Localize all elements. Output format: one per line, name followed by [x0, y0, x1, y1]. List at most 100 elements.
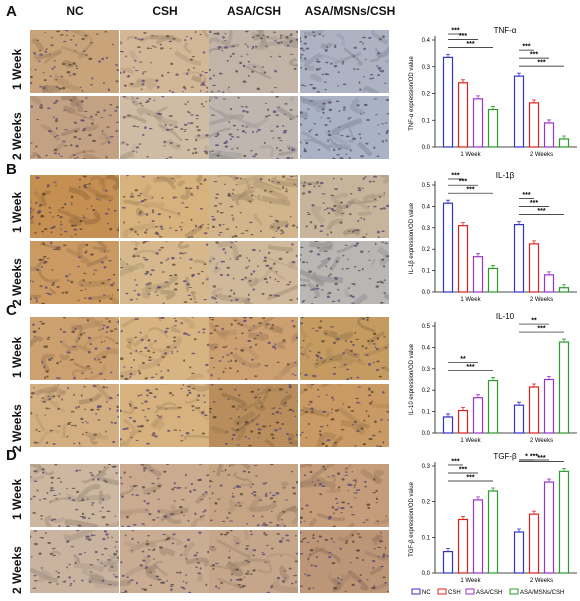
- bar: [472, 499, 484, 574]
- panel-letter-c: C: [6, 302, 17, 319]
- y-tick-label: 0.4: [422, 38, 431, 44]
- error-bar: [517, 528, 521, 532]
- micrograph-tile-image: [300, 464, 389, 527]
- micrograph-tile: [30, 96, 119, 159]
- micrograph-tile-image: [30, 96, 119, 159]
- x-tick-label: 1 Week: [460, 297, 481, 303]
- bar: [528, 386, 540, 434]
- micrograph-tile-image: [300, 175, 389, 238]
- bar: [558, 287, 570, 293]
- bar: [487, 108, 499, 148]
- chart-tnf-alpha: TNF-α TNF-α expression/OD value 0.0 0.1 0.2 0…: [405, 22, 580, 162]
- micrograph-tile-image: [300, 384, 389, 447]
- y-tick-label: 0.0: [422, 571, 431, 577]
- chart-tgf-beta: TGF-β TGF-β expression/OD value 0.0 0.1 0.2 0…: [405, 448, 580, 588]
- bar: [543, 274, 555, 293]
- micrograph-tile: [120, 175, 209, 238]
- micrograph-tile-image: [120, 530, 209, 593]
- micrograph-tile-image: [30, 464, 119, 527]
- error-bar: [517, 72, 521, 77]
- error-bar: [532, 99, 536, 103]
- y-tick-label: 0.5: [422, 183, 431, 189]
- micrograph-tile-image: [209, 317, 298, 380]
- micrograph-tile: [120, 96, 209, 159]
- micrograph-tile: [30, 175, 119, 238]
- row-label-d-1week: 1 Week: [10, 478, 24, 520]
- x-tick-label: 1 Week: [460, 438, 481, 444]
- error-bar: [461, 79, 465, 83]
- error-bar: [461, 222, 465, 226]
- micrograph-tile: [209, 317, 298, 380]
- micrograph-tile: [209, 464, 298, 527]
- y-tick-label: 0.1: [422, 535, 431, 541]
- panel-letter-d: D: [6, 447, 17, 464]
- micrograph-tile-image: [209, 530, 298, 593]
- significance-label: ***: [530, 454, 538, 461]
- bar: [457, 225, 469, 293]
- significance-label: ***: [537, 326, 545, 333]
- micrograph-tile: [30, 317, 119, 380]
- panel-letter-b: B: [6, 161, 17, 178]
- error-bar: [461, 407, 465, 411]
- micrograph-tile-image: [120, 175, 209, 238]
- y-tick-label: 0.3: [422, 464, 431, 470]
- y-tick-label: 0.1: [422, 118, 431, 124]
- column-header-asa-msns-csh: ASA/MSNs/CSH: [304, 4, 396, 18]
- y-tick-label: 0.3: [422, 367, 431, 373]
- bar: [543, 122, 555, 148]
- bar: [528, 513, 540, 574]
- micrograph-tile-image: [300, 241, 389, 304]
- micrograph-tile: [30, 30, 119, 93]
- micrograph-tile-image: [30, 317, 119, 380]
- micrograph-tile-image: [120, 384, 209, 447]
- x-tick-label: 2 Weeks: [530, 438, 553, 444]
- micrograph-tile-image: [30, 241, 119, 304]
- micrograph-tile: [30, 530, 119, 593]
- row-label-a-1week: 1 Week: [10, 48, 24, 90]
- bar: [442, 202, 454, 293]
- error-bar: [476, 496, 480, 500]
- y-tick-label: 0.0: [422, 145, 431, 151]
- bar: [558, 470, 570, 574]
- micrograph-tile: [300, 530, 389, 593]
- y-tick-label: 0.5: [422, 324, 431, 330]
- bar: [528, 102, 540, 148]
- bar: [457, 409, 469, 434]
- significance-label: ***: [537, 60, 545, 67]
- row-label-b-1week: 1 Week: [10, 191, 24, 233]
- micrograph-tile: [300, 175, 389, 238]
- bar: [487, 379, 499, 434]
- panel-letter-a: A: [6, 3, 17, 20]
- error-bar: [562, 135, 566, 139]
- legend-label: CSH: [448, 590, 461, 596]
- legend-swatch: [465, 588, 475, 595]
- micrograph-tile: [120, 464, 209, 527]
- bar: [528, 243, 540, 293]
- micrograph-tile-image: [120, 464, 209, 527]
- bar: [543, 378, 555, 434]
- significance-label: **: [531, 318, 537, 325]
- error-bar: [461, 516, 465, 520]
- significance-label: ***: [466, 187, 474, 194]
- micrograph-tile-image: [30, 175, 119, 238]
- column-header-asa-csh: ASA/CSH: [226, 4, 281, 18]
- chart-il-10: IL-10 IL-10 expression/OD value 0.0 0.1 0.2 0…: [405, 308, 580, 448]
- y-tick-label: 0.0: [422, 431, 431, 437]
- error-bar: [446, 413, 450, 417]
- y-axis-label: TNF-α expression/OD value: [409, 56, 415, 131]
- y-tick-label: 0.2: [422, 388, 431, 394]
- error-bar: [491, 265, 495, 269]
- y-tick-label: 0.1: [422, 410, 431, 416]
- x-tick-label: 2 Weeks: [530, 578, 553, 584]
- legend-label: NC: [422, 590, 431, 596]
- micrograph-tile-image: [30, 30, 119, 93]
- micrograph-tile: [209, 175, 298, 238]
- y-axis-label: IL-10 expression/OD value: [409, 343, 415, 415]
- micrograph-tile: [120, 384, 209, 447]
- y-tick-label: 0.0: [422, 290, 431, 296]
- y-tick-label: 0.2: [422, 92, 431, 98]
- row-label-a-2weeks: 2 Weeks: [10, 112, 24, 160]
- significance-label: ***: [451, 458, 459, 465]
- micrograph-tile: [300, 384, 389, 447]
- error-bar: [517, 401, 521, 406]
